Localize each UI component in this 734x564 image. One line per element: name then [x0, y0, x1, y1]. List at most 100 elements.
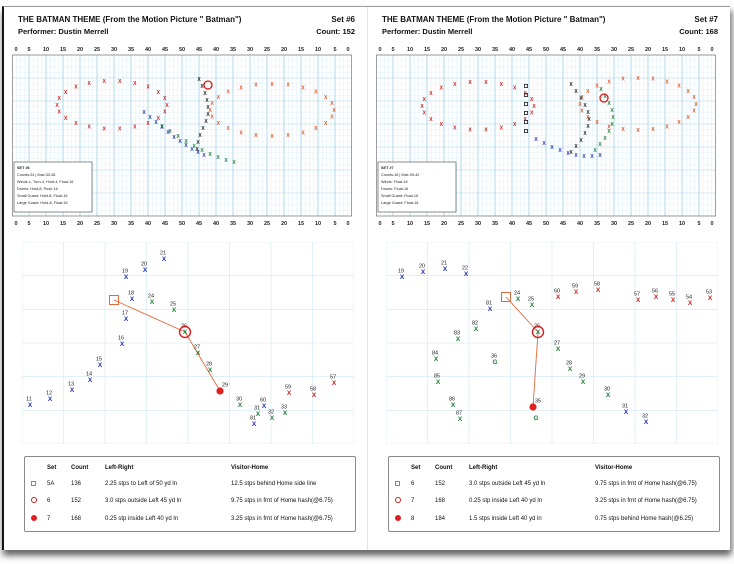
svg-text:X: X	[550, 145, 554, 151]
svg-text:5: 5	[391, 221, 394, 227]
formation-black	[523, 84, 528, 134]
svg-text:45: 45	[196, 221, 202, 227]
svg-text:X: X	[599, 87, 603, 93]
svg-text:15: 15	[298, 221, 304, 227]
svg-text:SET #6: SET #6	[17, 166, 30, 170]
svg-text:35: 35	[492, 47, 498, 53]
svg-text:0: 0	[14, 47, 17, 53]
svg-text:50: 50	[179, 221, 185, 227]
selected-performer-circle	[203, 80, 213, 90]
svg-text:45: 45	[526, 47, 532, 53]
svg-text:X: X	[283, 410, 288, 417]
svg-text:X: X	[183, 329, 188, 336]
svg-text:28: 28	[206, 362, 212, 368]
svg-text:12: 12	[46, 391, 52, 397]
svg-text:20: 20	[645, 221, 651, 227]
svg-text:X: X	[598, 153, 602, 159]
svg-text:X: X	[580, 109, 584, 115]
svg-text:30: 30	[604, 387, 610, 393]
svg-text:X: X	[224, 158, 228, 164]
svg-text:X: X	[130, 296, 135, 303]
svg-text:59: 59	[572, 284, 578, 290]
current-position-circle	[178, 325, 192, 339]
svg-text:X: X	[270, 415, 275, 422]
svg-text:15: 15	[662, 47, 668, 53]
svg-text:55: 55	[669, 292, 675, 298]
svg-text:0: 0	[378, 47, 381, 53]
svg-text:X: X	[190, 147, 194, 153]
svg-text:X: X	[534, 137, 538, 143]
svg-text:X: X	[270, 82, 274, 88]
svg-text:X: X	[665, 124, 669, 130]
svg-text:20: 20	[441, 47, 447, 53]
svg-text:Winds: Float-16: Winds: Float-16	[381, 180, 408, 184]
svg-text:13: 13	[68, 382, 74, 388]
svg-text:X: X	[484, 128, 488, 134]
svg-text:81: 81	[250, 416, 256, 422]
svg-text:X: X	[443, 266, 448, 273]
svg-text:X: X	[160, 124, 164, 130]
svg-text:X: X	[217, 121, 221, 127]
svg-text:35: 35	[594, 221, 600, 227]
svg-text:58: 58	[310, 387, 316, 393]
svg-text:X: X	[157, 116, 161, 122]
svg-text:X: X	[607, 79, 611, 85]
table-row: 7 168 0.25 stp inside Left 40 yd ln 3.25 st…	[395, 497, 713, 505]
table-row: 6 152 3.0 stps outside Left 45 yd ln 9.75 s…	[31, 497, 349, 505]
svg-text:X: X	[579, 138, 583, 144]
svg-text:X: X	[70, 387, 75, 394]
table-header-row: Set Count Left-Right Visitor-Home	[411, 464, 633, 471]
svg-text:X: X	[530, 302, 535, 309]
svg-text:31: 31	[254, 406, 260, 412]
svg-text:25: 25	[94, 47, 100, 53]
svg-text:10: 10	[407, 221, 413, 227]
svg-text:5: 5	[333, 47, 336, 53]
svg-text:X: X	[201, 126, 205, 132]
svg-text:X: X	[252, 421, 257, 428]
svg-text:X: X	[665, 79, 669, 85]
svg-text:X: X	[262, 403, 267, 410]
svg-text:85: 85	[434, 374, 440, 380]
svg-text:X: X	[314, 126, 318, 132]
svg-text:X: X	[205, 98, 209, 104]
svg-text:X: X	[301, 130, 305, 136]
svg-text:50: 50	[543, 47, 549, 53]
svg-text:SET #7: SET #7	[381, 166, 394, 170]
svg-text:X: X	[568, 366, 573, 373]
svg-text:20: 20	[77, 221, 83, 227]
svg-text:X: X	[607, 129, 611, 135]
svg-text:X: X	[532, 104, 536, 110]
svg-text:Small Guard: Hold-8, Float-16: Small Guard: Hold-8, Float-16	[17, 194, 67, 198]
table-row: 8 184 1.5 stps inside Left 40 yd ln 0.75 st…	[395, 515, 713, 523]
performer-label: Performer: Dustin Merrell	[18, 27, 109, 36]
previous-position-square	[109, 295, 119, 305]
svg-text:X: X	[587, 117, 591, 123]
svg-text:33: 33	[281, 405, 287, 411]
set-label: Set #6	[331, 15, 355, 24]
svg-text:14: 14	[86, 372, 92, 378]
svg-text:X: X	[200, 148, 204, 154]
svg-text:X: X	[184, 139, 188, 145]
dot-marker-icon	[395, 515, 401, 522]
svg-text:X: X	[118, 79, 122, 85]
svg-text:25: 25	[458, 221, 464, 227]
svg-text:X: X	[586, 110, 590, 116]
svg-text:X: X	[651, 77, 655, 83]
page-title: THE BATMAN THEME (From the Motion Pictur…	[382, 15, 606, 24]
svg-text:X: X	[468, 128, 472, 134]
svg-text:X: X	[654, 294, 659, 301]
svg-text:X: X	[178, 139, 182, 145]
svg-text:X: X	[590, 154, 594, 160]
svg-text:40: 40	[509, 221, 515, 227]
svg-text:X: X	[301, 85, 305, 91]
svg-text:0: 0	[378, 221, 381, 227]
svg-text:X: X	[607, 101, 611, 107]
svg-text:Counts:16 | Max:39-42: Counts:16 | Max:39-42	[381, 173, 419, 177]
svg-text:X: X	[687, 115, 691, 121]
svg-text:Drums: Hold-8, Push-16: Drums: Hold-8, Push-16	[17, 187, 58, 191]
svg-text:X: X	[523, 91, 527, 97]
